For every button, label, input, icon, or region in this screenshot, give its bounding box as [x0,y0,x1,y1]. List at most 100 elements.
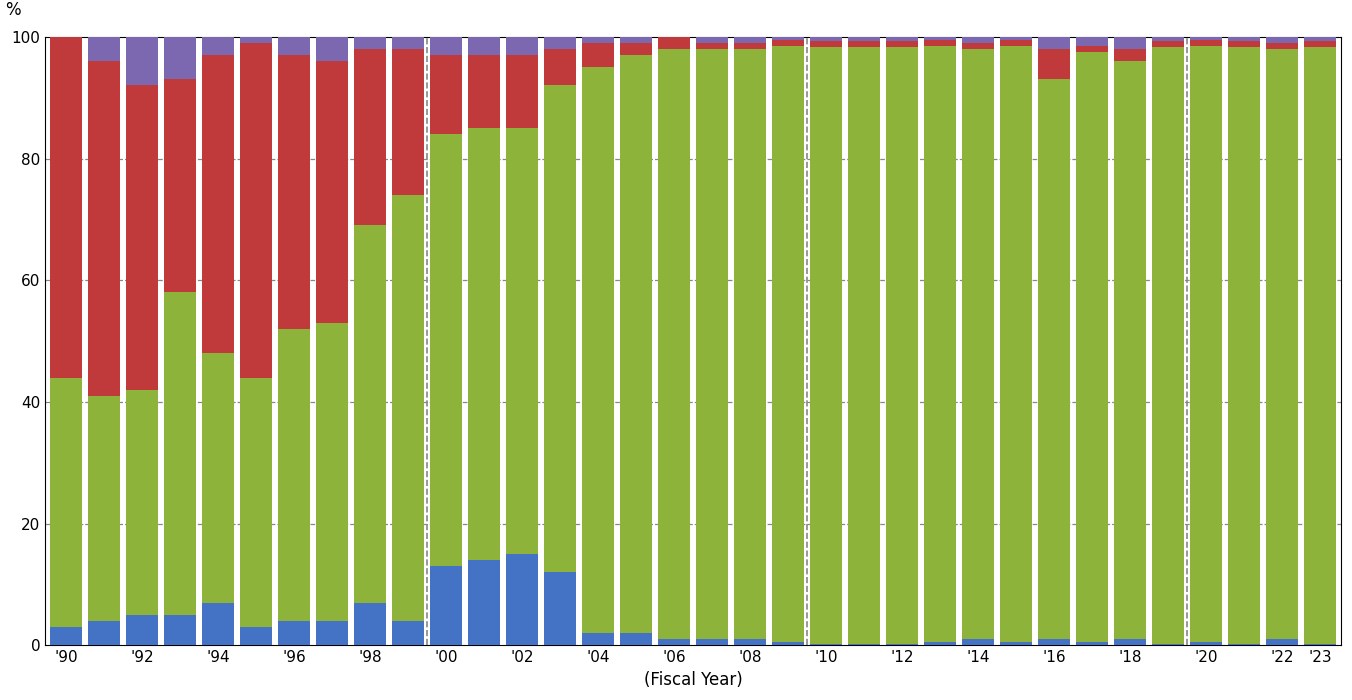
Bar [164,79,196,293]
Bar [886,37,918,41]
Bar [392,195,425,621]
Bar [848,643,880,645]
Bar [696,43,729,49]
Bar [1303,47,1336,643]
Bar [544,37,576,49]
Bar [468,37,500,55]
Bar [506,128,538,554]
Bar [1076,46,1109,52]
Bar [734,49,767,639]
Bar [734,37,767,43]
Bar [848,41,880,47]
Bar [544,49,576,85]
Bar [201,37,234,55]
Bar [392,49,425,195]
Bar [544,573,576,645]
Bar [239,37,272,43]
Bar [810,643,842,645]
Bar [1000,37,1032,40]
Bar [696,639,729,645]
Bar [619,43,652,55]
Bar [316,37,349,61]
Bar [239,43,272,377]
Bar [1265,43,1298,49]
Bar [430,55,462,134]
Bar [164,615,196,645]
Bar [316,323,349,621]
Bar [354,603,387,645]
Bar [696,49,729,639]
Bar [1190,40,1222,46]
Bar [239,377,272,627]
Bar [848,47,880,643]
Bar [1265,49,1298,639]
Bar [354,37,387,49]
Bar [1190,46,1222,643]
Bar [734,639,767,645]
X-axis label: (Fiscal Year): (Fiscal Year) [644,671,742,689]
Bar [1190,37,1222,40]
Bar [581,43,614,67]
Bar [1114,61,1146,639]
Bar [392,621,425,645]
Bar [126,85,158,390]
Bar [886,41,918,47]
Bar [164,293,196,615]
Bar [506,554,538,645]
Bar [1228,41,1260,47]
Bar [1000,46,1032,643]
Bar [1303,41,1336,47]
Bar [619,37,652,43]
Bar [923,46,956,643]
Bar [696,37,729,43]
Bar [126,615,158,645]
Bar [1076,37,1109,46]
Bar [126,37,158,85]
Bar [1076,643,1109,645]
Bar [1038,49,1071,79]
Bar [1076,52,1109,643]
Bar [354,225,387,603]
Bar [88,61,120,396]
Bar [164,37,196,79]
Bar [923,40,956,46]
Bar [1038,639,1071,645]
Bar [961,43,994,49]
Bar [772,46,804,643]
Bar [506,37,538,55]
Bar [1228,37,1260,41]
Bar [1114,639,1146,645]
Bar [581,37,614,43]
Bar [1038,79,1071,639]
Bar [734,43,767,49]
Bar [201,55,234,354]
Bar [1152,47,1184,643]
Bar [810,41,842,47]
Bar [544,85,576,573]
Bar [1038,37,1071,49]
Bar [961,639,994,645]
Bar [1000,40,1032,46]
Bar [581,634,614,645]
Bar [810,47,842,643]
Bar [430,37,462,55]
Bar [886,643,918,645]
Bar [810,37,842,41]
Bar [354,49,387,225]
Bar [1152,37,1184,41]
Bar [923,643,956,645]
Bar [506,55,538,128]
Bar [50,377,82,627]
Bar [201,603,234,645]
Bar [279,37,310,55]
Y-axis label: %: % [5,1,20,18]
Bar [1228,47,1260,643]
Bar [1114,37,1146,49]
Bar [619,55,652,634]
Bar [1152,643,1184,645]
Bar [772,37,804,40]
Bar [50,627,82,645]
Bar [279,329,310,621]
Bar [201,354,234,603]
Bar [658,37,690,49]
